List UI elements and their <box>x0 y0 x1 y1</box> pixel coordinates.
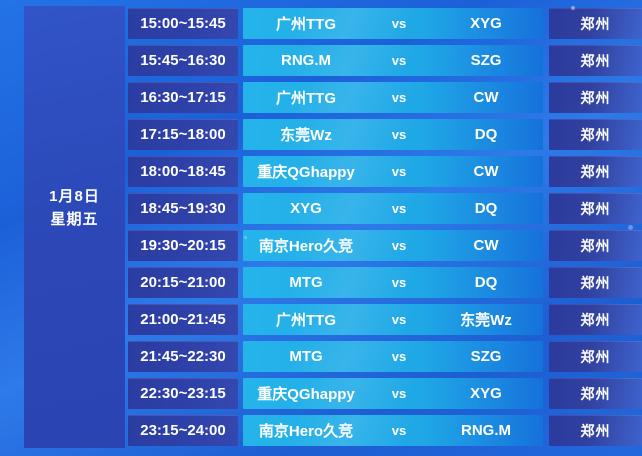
city-cell: 郑州 <box>549 230 642 261</box>
match-cell: 重庆QGhappy vs CW <box>243 156 543 187</box>
table-row: 21:00~21:45 广州TTG vs 东莞Wz 郑州 <box>128 304 642 335</box>
match-cell: MTG vs DQ <box>243 267 543 298</box>
time-cell: 19:30~20:15 <box>128 230 238 261</box>
match-cell: RNG.M vs SZG <box>243 45 543 76</box>
table-row: 20:15~21:00 MTG vs DQ 郑州 <box>128 267 642 298</box>
vs-label: vs <box>391 349 407 364</box>
match-cell: 广州TTG vs 东莞Wz <box>243 304 543 335</box>
city-cell: 郑州 <box>549 8 642 39</box>
table-row: 18:00~18:45 重庆QGhappy vs CW 郑州 <box>128 156 642 187</box>
vs-label: vs <box>391 201 407 216</box>
date-panel: 1月8日 星期五 <box>24 6 125 448</box>
weekday-label: 星期五 <box>50 211 99 228</box>
city-cell: 郑州 <box>549 267 642 298</box>
vs-label: vs <box>391 312 407 327</box>
team1-label: 南京Hero久竞 <box>258 423 354 440</box>
match-cell: 重庆QGhappy vs XYG <box>243 378 543 409</box>
table-row: 19:30~20:15 南京Hero久竞 vs CW 郑州 <box>128 230 642 261</box>
team2-label: DQ <box>474 126 498 143</box>
city-cell: 郑州 <box>549 304 642 335</box>
table-row: 23:15~24:00 南京Hero久竞 vs RNG.M 郑州 <box>128 415 642 446</box>
city-cell: 郑州 <box>549 193 642 224</box>
time-cell: 15:45~16:30 <box>128 45 238 76</box>
team1-label: MTG <box>289 274 323 291</box>
table-row: 22:30~23:15 重庆QGhappy vs XYG 郑州 <box>128 378 642 409</box>
city-cell: 郑州 <box>549 119 642 150</box>
team1-label: RNG.M <box>281 52 331 69</box>
vs-label: vs <box>391 386 407 401</box>
city-cell: 郑州 <box>549 45 642 76</box>
time-cell: 18:00~18:45 <box>128 156 238 187</box>
time-cell: 21:45~22:30 <box>128 341 238 372</box>
team2-label: DQ <box>474 274 498 291</box>
city-cell: 郑州 <box>549 341 642 372</box>
team1-label: 南京Hero久竞 <box>258 238 354 255</box>
team2-label: XYG <box>470 15 502 32</box>
city-cell: 郑州 <box>549 82 642 113</box>
team2-label: SZG <box>470 348 502 365</box>
team1-label: XYG <box>290 200 322 217</box>
vs-label: vs <box>391 423 407 438</box>
city-cell: 郑州 <box>549 415 642 446</box>
vs-label: vs <box>391 16 407 31</box>
team2-label: RNG.M <box>461 422 511 439</box>
schedule-rows: 15:00~15:45 广州TTG vs XYG 郑州 15:45~16:30 … <box>128 8 642 452</box>
team1-label: 重庆QGhappy <box>257 386 355 403</box>
team2-label: CW <box>473 163 499 180</box>
match-cell: 南京Hero久竞 vs RNG.M <box>243 415 543 446</box>
vs-label: vs <box>391 90 407 105</box>
table-row: 18:45~19:30 XYG vs DQ 郑州 <box>128 193 642 224</box>
table-row: 17:15~18:00 东莞Wz vs DQ 郑州 <box>128 119 642 150</box>
time-cell: 18:45~19:30 <box>128 193 238 224</box>
match-cell: 广州TTG vs XYG <box>243 8 543 39</box>
time-cell: 15:00~15:45 <box>128 8 238 39</box>
match-cell: 东莞Wz vs DQ <box>243 119 543 150</box>
table-row: 15:45~16:30 RNG.M vs SZG 郑州 <box>128 45 642 76</box>
team2-label: CW <box>473 237 499 254</box>
team2-label: DQ <box>474 200 498 217</box>
team1-label: 广州TTG <box>276 16 336 33</box>
match-cell: XYG vs DQ <box>243 193 543 224</box>
match-cell: 南京Hero久竞 vs CW <box>243 230 543 261</box>
time-cell: 20:15~21:00 <box>128 267 238 298</box>
match-cell: 广州TTG vs CW <box>243 82 543 113</box>
team1-label: 广州TTG <box>276 312 336 329</box>
match-cell: MTG vs SZG <box>243 341 543 372</box>
vs-label: vs <box>391 53 407 68</box>
team1-label: 重庆QGhappy <box>257 164 355 181</box>
time-cell: 17:15~18:00 <box>128 119 238 150</box>
team2-label: CW <box>473 89 499 106</box>
date-label: 1月8日 <box>49 188 100 205</box>
table-row: 15:00~15:45 广州TTG vs XYG 郑州 <box>128 8 642 39</box>
team2-label: 东莞Wz <box>460 312 512 329</box>
team1-label: 广州TTG <box>276 90 336 107</box>
team1-label: 东莞Wz <box>280 127 332 144</box>
vs-label: vs <box>391 164 407 179</box>
team2-label: XYG <box>470 385 502 402</box>
vs-label: vs <box>391 275 407 290</box>
time-cell: 16:30~17:15 <box>128 82 238 113</box>
time-cell: 22:30~23:15 <box>128 378 238 409</box>
team2-label: SZG <box>470 52 502 69</box>
vs-label: vs <box>391 127 407 142</box>
city-cell: 郑州 <box>549 156 642 187</box>
table-row: 16:30~17:15 广州TTG vs CW 郑州 <box>128 82 642 113</box>
time-cell: 21:00~21:45 <box>128 304 238 335</box>
vs-label: vs <box>391 238 407 253</box>
team1-label: MTG <box>289 348 323 365</box>
city-cell: 郑州 <box>549 378 642 409</box>
time-cell: 23:15~24:00 <box>128 415 238 446</box>
table-row: 21:45~22:30 MTG vs SZG 郑州 <box>128 341 642 372</box>
